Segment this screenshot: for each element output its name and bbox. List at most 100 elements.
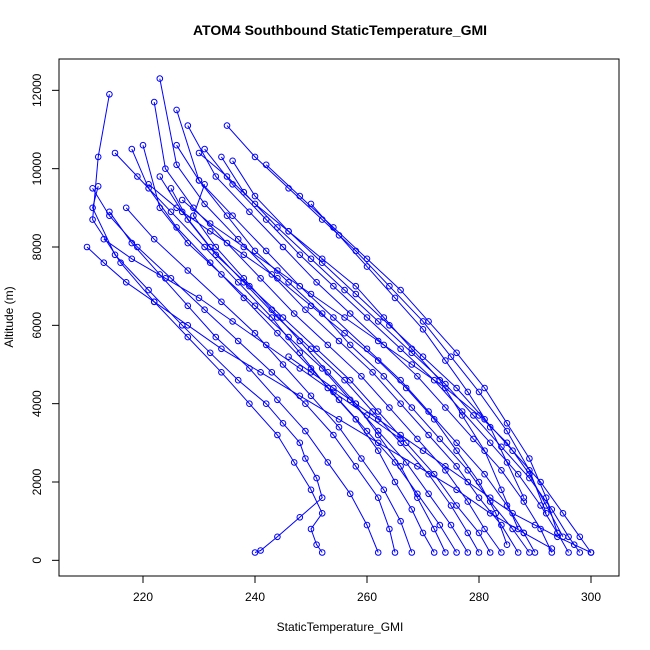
- data-point: [374, 494, 382, 502]
- data-point: [145, 181, 152, 188]
- data-point: [128, 145, 136, 153]
- data-point: [481, 416, 488, 423]
- y-axis-label: Altitude (m): [2, 286, 16, 347]
- data-point: [397, 463, 404, 470]
- data-point: [374, 357, 382, 364]
- data-point: [223, 122, 231, 129]
- data-point: [576, 549, 584, 556]
- series-line: [114, 152, 435, 553]
- data-point: [548, 506, 556, 513]
- data-point: [89, 204, 96, 212]
- data-point: [374, 439, 382, 447]
- series-profile: [218, 153, 584, 556]
- data-point: [514, 525, 522, 533]
- data-point: [408, 361, 416, 368]
- data-point: [206, 349, 214, 357]
- data-point: [134, 173, 141, 180]
- data-point: [587, 549, 595, 556]
- data-point: [290, 310, 298, 317]
- series-line: [131, 148, 458, 553]
- data-point: [318, 494, 326, 502]
- data-point: [229, 318, 236, 325]
- data-point: [363, 412, 371, 419]
- data-point: [274, 396, 281, 404]
- x-tick-label: 260: [357, 590, 377, 604]
- data-point: [402, 439, 410, 447]
- series-profile: [89, 91, 326, 556]
- data-point: [514, 549, 522, 556]
- data-point: [173, 204, 180, 212]
- data-point: [391, 549, 399, 556]
- data-point: [391, 294, 399, 302]
- data-point: [374, 337, 382, 345]
- data-point: [442, 549, 449, 556]
- series-line: [232, 160, 592, 553]
- data-point: [279, 243, 287, 251]
- x-tick-label: 300: [581, 590, 601, 604]
- data-point: [346, 310, 354, 317]
- data-point: [156, 75, 164, 82]
- data-point: [486, 439, 494, 447]
- data-point: [234, 235, 242, 243]
- data-point: [419, 353, 427, 361]
- data-point: [122, 279, 130, 286]
- data-point: [274, 329, 281, 337]
- data-point: [352, 416, 360, 423]
- data-point: [307, 290, 315, 298]
- data-point: [363, 263, 371, 270]
- data-point: [212, 333, 220, 341]
- data-point: [352, 463, 360, 470]
- data-point: [520, 494, 528, 502]
- series-profile: [195, 149, 522, 533]
- data-point: [150, 235, 158, 243]
- data-point: [274, 533, 281, 541]
- data-point: [419, 529, 427, 537]
- data-point: [218, 345, 225, 353]
- data-point: [526, 455, 533, 462]
- series-line: [159, 78, 519, 553]
- data-point: [363, 314, 371, 321]
- series-line: [92, 94, 323, 553]
- data-point: [374, 318, 382, 325]
- data-point: [218, 153, 225, 161]
- data-point: [425, 408, 432, 415]
- data-point: [453, 439, 460, 447]
- data-point: [442, 467, 449, 474]
- data-point: [520, 498, 528, 505]
- data-point: [425, 318, 432, 325]
- data-point: [470, 435, 477, 443]
- x-tick-label: 220: [133, 590, 153, 604]
- data-point: [324, 459, 332, 466]
- series-profile: [122, 204, 416, 556]
- y-tick-label: 4000: [30, 390, 44, 417]
- data-point: [296, 349, 304, 357]
- data-point: [274, 431, 281, 439]
- data-point: [290, 459, 298, 466]
- x-tick-label: 280: [469, 590, 489, 604]
- data-point: [374, 408, 382, 415]
- data-point: [475, 388, 483, 396]
- data-point: [503, 427, 511, 435]
- data-point: [184, 333, 192, 341]
- data-point: [380, 341, 388, 349]
- data-point: [279, 420, 287, 427]
- data-point: [262, 341, 270, 349]
- data-point: [458, 412, 466, 419]
- data-point: [481, 384, 488, 392]
- data-point: [167, 185, 175, 192]
- data-point: [391, 478, 399, 486]
- data-point: [313, 345, 320, 353]
- series-profile: [156, 75, 522, 556]
- data-point: [464, 388, 472, 396]
- data-point: [430, 416, 438, 423]
- series-line: [86, 246, 553, 550]
- x-tick-label: 240: [245, 590, 265, 604]
- data-point: [89, 185, 96, 192]
- data-point: [346, 341, 354, 349]
- data-point: [106, 91, 113, 98]
- data-point: [559, 533, 567, 541]
- data-point: [335, 396, 343, 404]
- data-point: [201, 200, 208, 208]
- series-line: [142, 145, 469, 553]
- data-point: [464, 478, 472, 486]
